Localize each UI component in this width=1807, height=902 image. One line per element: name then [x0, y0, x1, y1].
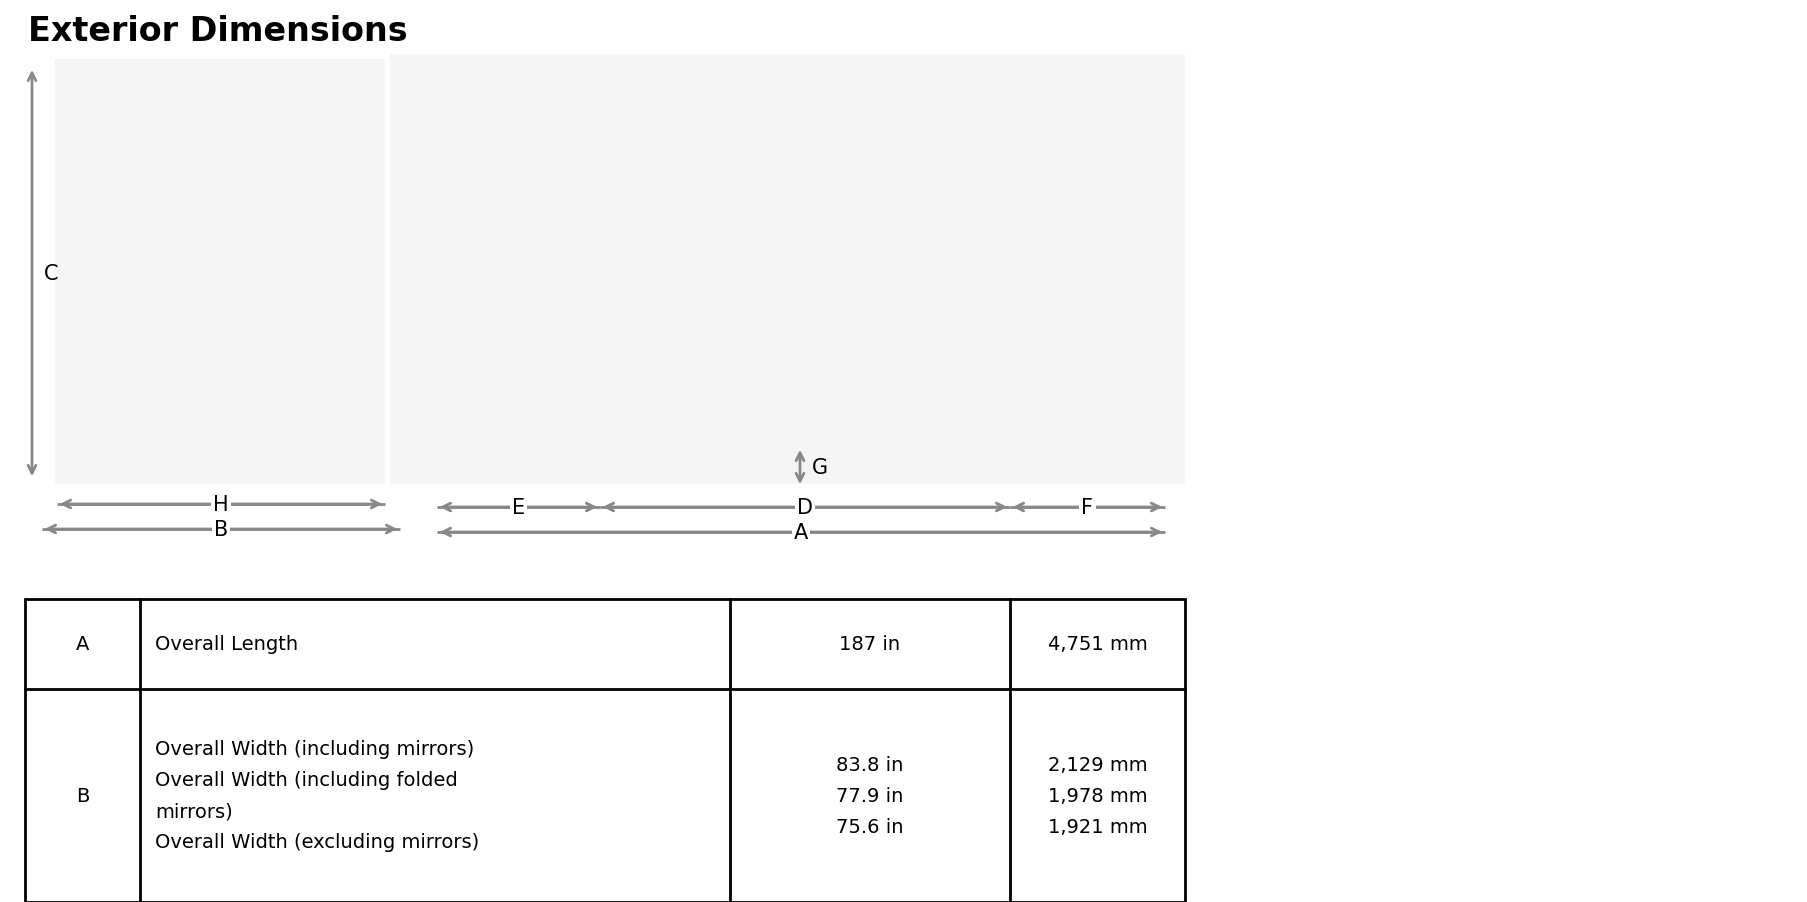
- Text: 4,751 mm: 4,751 mm: [1048, 635, 1147, 654]
- Text: 83.8 in
77.9 in
75.6 in: 83.8 in 77.9 in 75.6 in: [837, 755, 904, 836]
- Text: A: A: [76, 635, 89, 654]
- Text: D: D: [797, 497, 813, 518]
- Text: B: B: [213, 520, 228, 539]
- Text: 187 in: 187 in: [840, 635, 900, 654]
- Text: A: A: [793, 522, 808, 542]
- Text: B: B: [76, 787, 89, 805]
- Bar: [25, 599, 1185, 902]
- Text: H: H: [213, 494, 229, 514]
- Text: Exterior Dimensions: Exterior Dimensions: [27, 15, 408, 48]
- Text: 2,129 mm
1,978 mm
1,921 mm: 2,129 mm 1,978 mm 1,921 mm: [1048, 755, 1147, 836]
- Text: Overall Width (including mirrors)
Overall Width (including folded
mirrors)
Overa: Overall Width (including mirrors) Overal…: [155, 740, 479, 851]
- Text: G: G: [811, 457, 828, 477]
- Text: E: E: [511, 497, 526, 518]
- Bar: [54, 60, 385, 484]
- Text: Overall Length: Overall Length: [155, 635, 298, 654]
- Text: F: F: [1082, 497, 1093, 518]
- Text: C: C: [43, 263, 58, 284]
- Bar: [390, 55, 1185, 484]
